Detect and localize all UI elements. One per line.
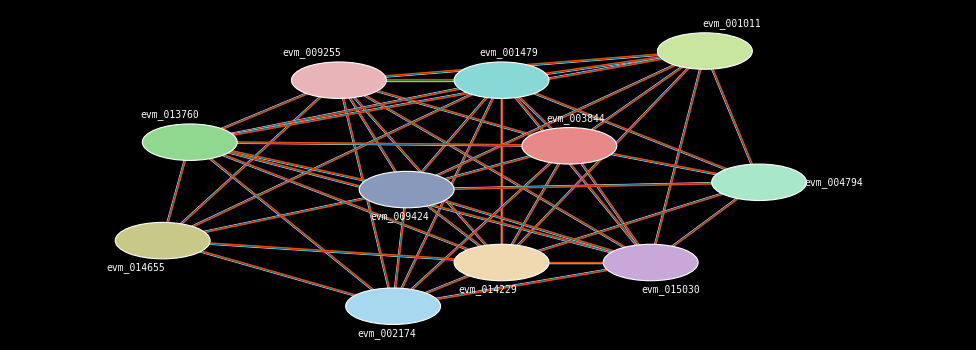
Text: evm_009255: evm_009255: [282, 47, 342, 58]
Ellipse shape: [454, 62, 549, 98]
Ellipse shape: [658, 33, 752, 69]
Ellipse shape: [522, 128, 617, 164]
Text: evm_003844: evm_003844: [547, 113, 605, 124]
Ellipse shape: [454, 244, 549, 281]
Ellipse shape: [603, 244, 698, 281]
Text: evm_001011: evm_001011: [703, 18, 761, 29]
Ellipse shape: [346, 288, 440, 324]
Text: evm_002174: evm_002174: [357, 328, 416, 339]
Ellipse shape: [142, 124, 237, 160]
Text: evm_015030: evm_015030: [641, 285, 701, 295]
Ellipse shape: [712, 164, 806, 201]
Ellipse shape: [115, 222, 210, 259]
Text: evm_014229: evm_014229: [459, 285, 517, 295]
Ellipse shape: [292, 62, 386, 98]
Text: evm_009424: evm_009424: [371, 211, 429, 222]
Text: evm_001479: evm_001479: [479, 47, 538, 58]
Text: evm_014655: evm_014655: [106, 262, 165, 273]
Text: evm_004794: evm_004794: [804, 177, 863, 188]
Ellipse shape: [359, 172, 454, 208]
Text: evm_013760: evm_013760: [141, 110, 199, 120]
